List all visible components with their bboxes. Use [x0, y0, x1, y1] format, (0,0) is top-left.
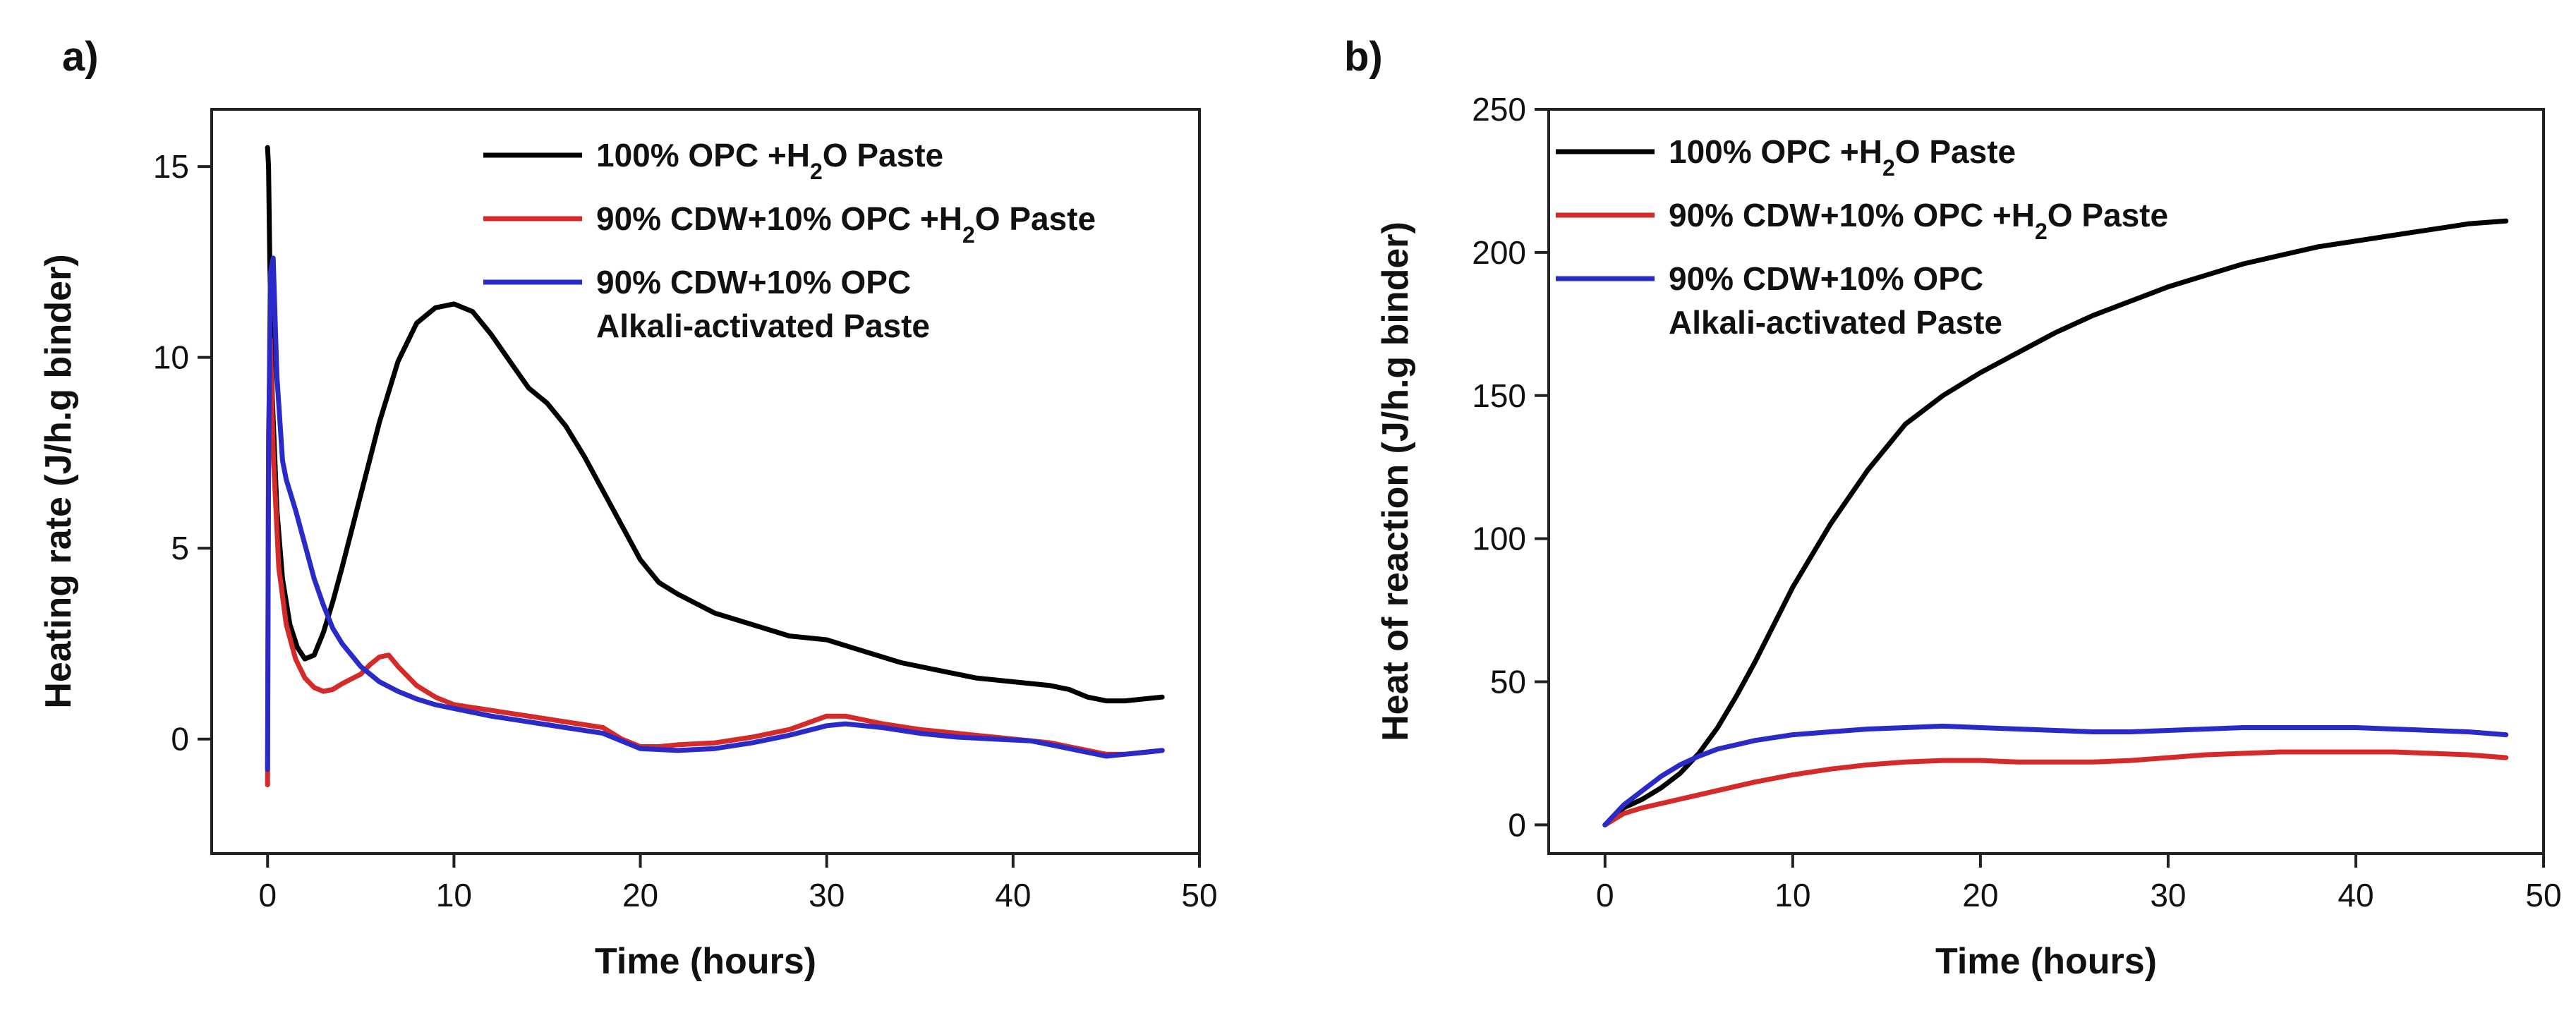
x-tick-label: 50: [1181, 877, 1217, 913]
legend-text-part: 90% CDW+10% OPC +H: [596, 200, 962, 237]
series-line-90-cdw-10-opc-alkali-activated-paste: [265, 255, 1165, 772]
legend-text-part: 90% CDW+10% OPC: [596, 264, 911, 300]
x-tick-label: 0: [1596, 877, 1614, 913]
legend-subscript: 2: [1882, 155, 1895, 181]
plot-frame: [1547, 108, 2545, 855]
x-tick-label: 20: [622, 877, 658, 913]
y-tick-label: 10: [153, 339, 189, 376]
x-tick-label: 0: [258, 877, 277, 913]
series-line-100-opc-h2o-paste: [265, 145, 1165, 704]
legend-text-part: O Paste: [823, 137, 943, 174]
legend-label-100-opc-h2o-paste: 100% OPC +H2O Paste: [596, 137, 943, 184]
legend-label-line2: Alkali-activated Paste: [596, 308, 930, 344]
x-tick-label: 50: [2525, 877, 2561, 913]
x-tick-label: 30: [2150, 877, 2186, 913]
y-tick-label: 0: [171, 721, 189, 758]
legend-text-part: O Paste: [975, 200, 1096, 237]
legend-text-part: 100% OPC +H: [596, 137, 810, 174]
panel-b-label: b): [1344, 34, 1383, 80]
legend-label-90-cdw-10-opc-alkali-activated-paste: 90% CDW+10% OPC: [1669, 260, 1983, 297]
x-tick-label: 40: [995, 877, 1031, 913]
series-line-90-cdw-10-opc-h2o-paste: [1602, 749, 2509, 827]
y-axis-title: Heating rate (J/h.g binder): [38, 254, 79, 708]
x-tick-label: 10: [436, 877, 472, 913]
y-tick-label: 15: [153, 148, 189, 185]
x-tick-label: 20: [1962, 877, 1998, 913]
y-tick-label: 50: [1490, 664, 1526, 700]
legend-label-90-cdw-10-opc-h2o-paste: 90% CDW+10% OPC +H2O Paste: [596, 200, 1096, 248]
y-axis-title: Heat of reaction (J/h.g binder): [1375, 221, 1416, 741]
legend-subscript: 2: [810, 159, 823, 184]
legend-label-90-cdw-10-opc-alkali-activated-paste: 90% CDW+10% OPC: [596, 264, 911, 300]
legend-subscript: 2: [2035, 219, 2048, 244]
series-line-90-cdw-10-opc-alkali-activated-paste: [1602, 723, 2509, 827]
y-tick-label: 200: [1472, 234, 1526, 271]
series-line-90-cdw-10-opc-h2o-paste: [265, 336, 1165, 788]
chart-b-heat-of-reaction: 0 10 20 30 40 50 0 50 100 150 200 250 Time (hours) He…: [1375, 91, 2562, 982]
y-tick-label: 250: [1472, 91, 1526, 128]
y-tick-label: 100: [1472, 521, 1526, 557]
legend-label-line2: Alkali-activated Paste: [1669, 304, 2002, 341]
legend-text-part: 100% OPC +H: [1669, 133, 1882, 170]
y-tick-label: 5: [171, 530, 189, 566]
y-tick-label: 150: [1472, 377, 1526, 414]
legend-text-part: 90% CDW+10% OPC +H: [1669, 197, 2035, 233]
legend-subscript: 2: [962, 222, 975, 248]
x-tick-label: 10: [1774, 877, 1810, 913]
x-axis-title: Time (hours): [1935, 941, 2157, 982]
panel-a-label: a): [62, 34, 99, 80]
legend-text-part: O Paste: [1895, 133, 2016, 170]
x-axis-title: Time (hours): [595, 941, 816, 982]
y-tick-label: 0: [1508, 806, 1526, 843]
legend-label-100-opc-h2o-paste: 100% OPC +H2O Paste: [1669, 133, 2016, 181]
legend-text-part: O Paste: [2048, 197, 2168, 233]
plot-frame: [210, 108, 1201, 855]
legend-label-90-cdw-10-opc-h2o-paste: 90% CDW+10% OPC +H2O Paste: [1669, 197, 2168, 244]
x-tick-label: 40: [2338, 877, 2374, 913]
legend-text-part: 90% CDW+10% OPC: [1669, 260, 1983, 297]
x-tick-label: 30: [809, 877, 845, 913]
chart-a-heating-rate: 0 10 20 30 40 50 0 5 10 15 Time (hours) Heating rat…: [38, 108, 1218, 982]
